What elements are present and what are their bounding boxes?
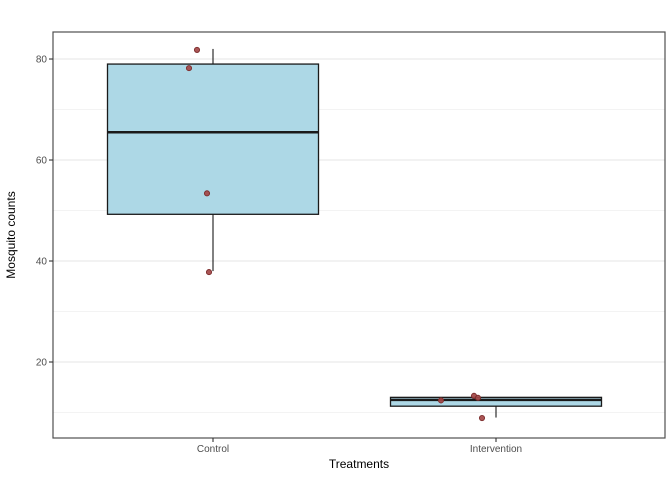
x-tick-label-intervention: Intervention	[470, 444, 522, 455]
jitter-point-control	[185, 65, 193, 72]
y-tick-label-80: 80	[36, 55, 48, 66]
y-tick-label-60: 60	[36, 156, 48, 167]
box-control	[106, 63, 320, 215]
panel-border	[52, 31, 666, 439]
jitter-point-control	[205, 269, 213, 276]
y-tick-label-40: 40	[36, 257, 48, 268]
axis-tick-marks	[49, 58, 497, 442]
x-axis-title: Treatments	[329, 457, 389, 471]
x-tick-label-control: Control	[197, 444, 229, 455]
plot-area	[52, 31, 666, 439]
y-tick-label-20: 20	[36, 358, 48, 369]
jitter-point-intervention	[437, 397, 445, 404]
jitter-point-intervention	[474, 394, 482, 401]
jitter-point-intervention	[478, 414, 486, 422]
jitter-point-control	[203, 190, 211, 197]
y-axis-title: Mosquito counts	[4, 191, 18, 278]
box-intervention	[389, 396, 603, 407]
jitter-point-control	[193, 46, 201, 53]
